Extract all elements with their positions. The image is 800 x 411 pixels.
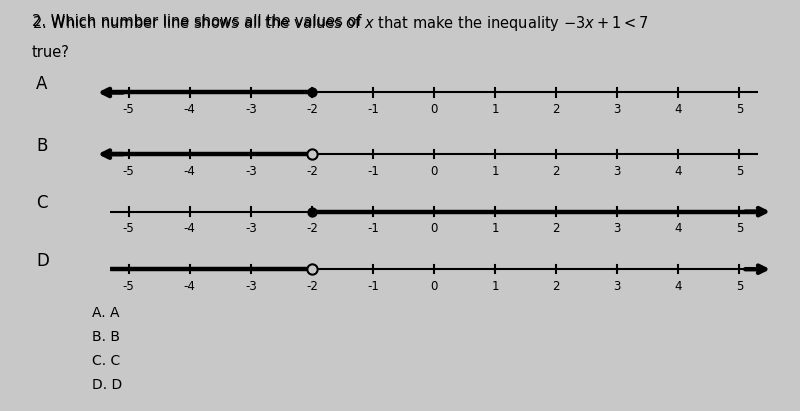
Text: -4: -4 xyxy=(184,280,196,293)
Text: 5: 5 xyxy=(736,280,743,293)
Text: -5: -5 xyxy=(122,103,134,116)
Point xyxy=(306,151,318,157)
Text: 2. Which number line shows all the values of: 2. Which number line shows all the value… xyxy=(32,14,366,29)
Text: D. D: D. D xyxy=(92,378,122,392)
Text: -5: -5 xyxy=(122,165,134,178)
Text: -2: -2 xyxy=(306,103,318,116)
Text: B. B: B. B xyxy=(92,330,120,344)
Point xyxy=(306,266,318,272)
Text: -4: -4 xyxy=(184,165,196,178)
Text: A. A: A. A xyxy=(92,306,119,320)
Text: 2. Which number line shows all the values of $x$ that make the inequality $-3x+1: 2. Which number line shows all the value… xyxy=(32,14,649,33)
Text: 5: 5 xyxy=(736,165,743,178)
Text: 3: 3 xyxy=(614,103,621,116)
Text: B: B xyxy=(36,137,47,155)
Text: 3: 3 xyxy=(614,280,621,293)
Text: -1: -1 xyxy=(367,222,379,236)
Text: 2: 2 xyxy=(552,165,560,178)
Text: -2: -2 xyxy=(306,222,318,236)
Point xyxy=(306,208,318,215)
Text: -5: -5 xyxy=(122,222,134,236)
Text: 1: 1 xyxy=(491,165,499,178)
Text: 4: 4 xyxy=(674,222,682,236)
Text: 2: 2 xyxy=(552,103,560,116)
Text: 0: 0 xyxy=(430,165,438,178)
Text: true?: true? xyxy=(32,45,70,60)
Text: -3: -3 xyxy=(245,222,257,236)
Text: 0: 0 xyxy=(430,103,438,116)
Text: A: A xyxy=(36,75,47,93)
Text: -3: -3 xyxy=(245,165,257,178)
Text: 2: 2 xyxy=(552,280,560,293)
Text: C: C xyxy=(36,194,47,212)
Text: 3: 3 xyxy=(614,165,621,178)
Text: 0: 0 xyxy=(430,280,438,293)
Text: -1: -1 xyxy=(367,103,379,116)
Text: -3: -3 xyxy=(245,280,257,293)
Point xyxy=(306,89,318,96)
Text: -2: -2 xyxy=(306,165,318,178)
Text: 1: 1 xyxy=(491,222,499,236)
Text: -1: -1 xyxy=(367,280,379,293)
Text: 4: 4 xyxy=(674,165,682,178)
Text: 1: 1 xyxy=(491,103,499,116)
Text: -5: -5 xyxy=(122,280,134,293)
Text: 4: 4 xyxy=(674,280,682,293)
Text: -4: -4 xyxy=(184,222,196,236)
Text: 2: 2 xyxy=(552,222,560,236)
Text: -4: -4 xyxy=(184,103,196,116)
Text: -1: -1 xyxy=(367,165,379,178)
Text: -3: -3 xyxy=(245,103,257,116)
Text: 0: 0 xyxy=(430,222,438,236)
Text: 4: 4 xyxy=(674,103,682,116)
Text: D: D xyxy=(36,252,49,270)
Text: 5: 5 xyxy=(736,103,743,116)
Text: C. C: C. C xyxy=(92,354,120,368)
Text: -2: -2 xyxy=(306,280,318,293)
Text: 3: 3 xyxy=(614,222,621,236)
Text: 1: 1 xyxy=(491,280,499,293)
Text: 5: 5 xyxy=(736,222,743,236)
